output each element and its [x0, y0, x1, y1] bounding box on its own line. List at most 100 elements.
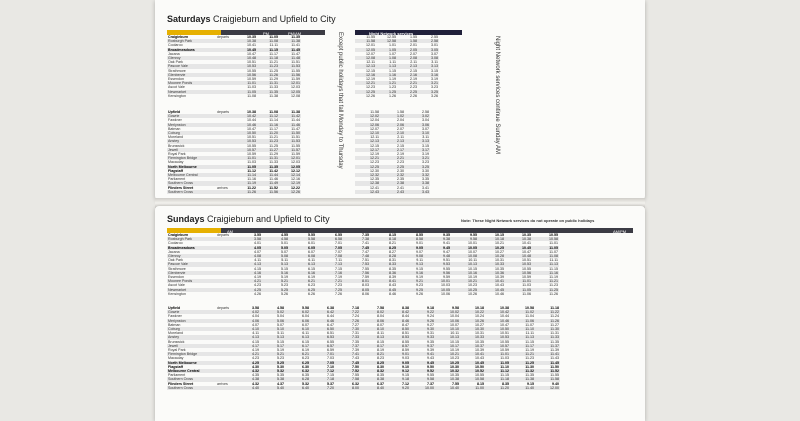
time-cell: 12.23 — [366, 85, 375, 90]
stop-direction-label — [216, 287, 235, 292]
time-cell: 10.42 — [235, 114, 257, 119]
table-row: Upfield departs 10.38 11.08 11.38 — [167, 110, 301, 114]
time-cell: 8.05 — [343, 287, 370, 292]
time-cell: 7.24 — [352, 314, 359, 319]
time-cell: 10.50 — [475, 364, 484, 369]
saturday-night-upfield-table: 11.58 1.58 2.58 12.02 1.02 3.02 12.04 2.04 3.04 1… — [355, 110, 430, 195]
time-cell: 5.26 — [281, 291, 288, 296]
time-cell: 6.21 — [289, 279, 316, 284]
time-cell: 1.23 — [389, 85, 396, 90]
time-cell: 11.31 — [257, 156, 279, 161]
time-cell: 11.05 — [532, 245, 559, 250]
stop-name: Glenroy — [167, 254, 216, 259]
stop-name: Jacana — [168, 249, 180, 254]
time-cell: 11.01 — [235, 156, 257, 161]
stop-name: Southern Cross — [167, 189, 216, 195]
time-cell: 10.13 — [451, 262, 478, 267]
time-cell: 10.39 — [475, 348, 484, 353]
time-cell: 10.53 — [235, 64, 257, 69]
time-cell: 10.15 — [450, 339, 459, 344]
time-cell: 11.42 — [269, 168, 278, 173]
time-cell: 10.06 — [435, 318, 460, 323]
time-cell: 11.12 — [485, 369, 510, 374]
sunday-upfield-table: Upfield departs 3.58 4.58 5.58 6.38 7.18 7.58 8.… — [167, 306, 560, 391]
time-cell: 8.19 — [377, 348, 384, 353]
time-cell: 6.21 — [285, 352, 310, 357]
stop-name: Jewell — [167, 147, 216, 153]
time-cell: 10.33 — [478, 262, 505, 267]
stop-direction-label: departs — [217, 35, 229, 39]
time-cell: 3.08 — [418, 56, 439, 61]
time-cell: 9.01 — [385, 352, 410, 357]
time-cell: 11.40 — [510, 385, 535, 391]
time-cell: 12.26 — [366, 93, 375, 98]
time-cell: 2.07 — [410, 51, 417, 56]
table-row: Merlynston 4.06 5.06 6.06 6.46 7.26 8.06 8.46 9.… — [167, 318, 560, 323]
time-cell: 10.47 — [500, 322, 509, 327]
time-cell: 11.32 — [510, 369, 535, 374]
time-cell: 11.01 — [505, 279, 532, 284]
time-cell: 10.47 — [522, 249, 531, 254]
time-cell: 11.16 — [257, 122, 279, 127]
time-cell: 10.35 — [522, 233, 531, 237]
stop-name: Southern Cross — [167, 385, 216, 391]
time-cell: 12.38 — [355, 181, 380, 186]
time-cell: 3.07 — [431, 51, 438, 56]
time-cell: 8.41 — [370, 279, 397, 284]
time-cell: 9.52 — [410, 369, 435, 374]
time-cell: 11.59 — [291, 77, 300, 82]
table-row: Coburg 4.10 5.10 6.10 6.50 7.30 8.10 8.50 9.30 10… — [167, 327, 560, 332]
time-cell: 5.19 — [277, 348, 284, 353]
time-cell: 4.23 — [252, 356, 259, 361]
table-row: Moreland 10.51 11.21 11.51 — [167, 135, 301, 139]
table-row: Ascot Vale 4.23 5.23 6.23 7.23 8.03 8.43 9.23 10… — [167, 283, 559, 287]
time-cell: 12.26 — [279, 189, 301, 195]
time-cell: 9.19 — [416, 275, 423, 280]
time-cell: 11.49 — [257, 181, 279, 186]
time-cell: 11.11 — [269, 43, 278, 48]
table-row: Flinders Street arrives 4.32 4.37 5.32 5.37 6.… — [167, 382, 560, 386]
time-cell: 9.15 — [416, 266, 423, 271]
time-cell: 11.45 — [279, 47, 301, 52]
time-cell: 5.37 — [327, 381, 334, 386]
time-cell: 11.41 — [291, 43, 300, 48]
time-cell: 2.05 — [397, 47, 418, 52]
table-row: 11.58 12.58 1.58 2.58 — [355, 39, 439, 44]
booklet-spine — [155, 198, 645, 208]
stop-direction-label — [216, 139, 235, 144]
time-cell: 4.19 — [254, 275, 261, 280]
table-row: Brunswick 4.15 5.15 6.15 6.55 7.35 8.15 8.55 9.3… — [167, 340, 560, 344]
time-cell: 8.04 — [377, 314, 384, 319]
time-cell: 9.37 — [410, 343, 435, 349]
stop-direction-label — [216, 385, 235, 391]
time-cell: 4.15 — [254, 266, 261, 271]
time-cell: 7.58 — [377, 306, 384, 310]
time-cell: 3.32 — [405, 173, 430, 178]
stop-name: Southern Cross — [167, 377, 216, 382]
time-cell: 2.16 — [397, 72, 418, 78]
time-cell: 4.05 — [235, 245, 262, 250]
time-cell: 4.58 — [277, 306, 284, 310]
stop-name: Gowrie — [167, 114, 216, 119]
time-cell: 9.35 — [443, 233, 450, 237]
time-cell: 7.45 — [335, 360, 360, 365]
time-cell: 11.20 — [485, 385, 510, 391]
time-cell: 12.17 — [355, 147, 380, 153]
time-cell: 9.23 — [416, 283, 423, 288]
time-cell: 5.19 — [281, 275, 288, 280]
time-cell: 11.27 — [257, 147, 279, 153]
saturday-day-label: Saturdays — [167, 14, 211, 24]
time-cell: 12.04 — [370, 118, 379, 123]
time-cell: 8.38 — [360, 377, 385, 382]
time-cell: 2.55 — [431, 35, 438, 39]
time-cell: 8.03 — [362, 283, 369, 288]
table-row: 12.32 2.32 3.32 — [355, 173, 430, 178]
time-cell: 4.15 — [252, 339, 259, 344]
time-cell: 12.30 — [370, 168, 379, 173]
time-cell: 9.58 — [410, 377, 435, 382]
time-cell: 11.22 — [535, 310, 560, 315]
time-cell: 3.10 — [405, 131, 430, 136]
time-cell: 11.03 — [500, 356, 509, 361]
time-cell: 8.35 — [502, 381, 509, 386]
time-cell: 9.01 — [416, 241, 423, 246]
